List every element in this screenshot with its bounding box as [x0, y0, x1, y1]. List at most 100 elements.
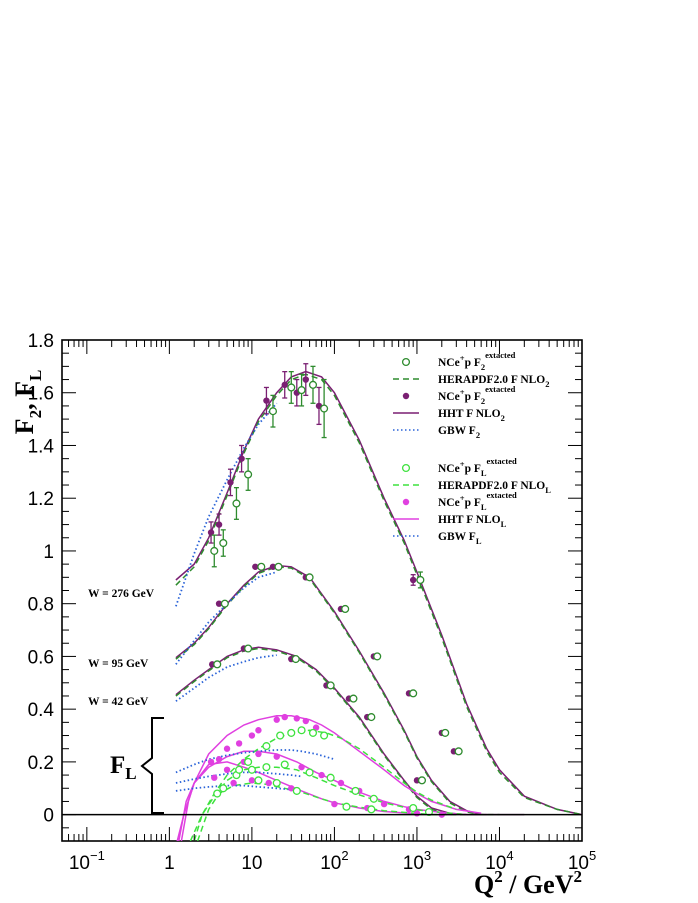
legend-text: HHT F: [438, 514, 473, 526]
data-point: [276, 731, 285, 740]
data-point: [252, 563, 259, 570]
data-point: [207, 758, 215, 766]
x-tick-label: 10−1: [69, 848, 105, 874]
data-point: [367, 805, 376, 814]
legend-marker: [402, 392, 410, 400]
data-point: [454, 747, 463, 756]
data-point: [424, 807, 434, 817]
w-label: W = 42 GeV: [88, 696, 149, 708]
legend-text: NCe: [438, 357, 460, 369]
legend-text: p F: [465, 463, 481, 475]
data-point: [219, 784, 228, 793]
data-point: [269, 563, 277, 570]
series-curve-0: [175, 370, 582, 816]
y-tick-label: 0.8: [28, 595, 54, 616]
legend-sub: 2: [481, 362, 485, 372]
x-tick-label: 10: [241, 853, 262, 874]
legend-sub: 2: [501, 413, 505, 423]
tick-exponent: 2: [341, 848, 348, 863]
data-point: [265, 779, 272, 787]
data-point: [262, 742, 271, 751]
legend-sup: +: [460, 493, 465, 503]
x-axis-title: Q2 / GeV2: [474, 867, 582, 899]
legend-sub: 2: [481, 396, 485, 406]
y-tick-label: 0.6: [28, 647, 54, 668]
data-point: [263, 397, 270, 404]
data-point: [417, 776, 427, 785]
y-tick-label: 1.6: [28, 384, 54, 405]
legend-marker: [401, 357, 411, 367]
data-point: [320, 404, 329, 413]
series-curve-6: [175, 402, 278, 607]
data-point: [211, 774, 218, 781]
tick-exponent: 5: [589, 848, 596, 863]
series-curve-12: [189, 729, 457, 841]
data-point: [409, 689, 418, 698]
data-point: [287, 728, 296, 737]
data-point: [274, 562, 283, 571]
data-point: [262, 763, 271, 772]
data-point: [302, 376, 310, 383]
legend-text: NCe: [438, 463, 460, 475]
data-point: [280, 760, 289, 769]
data-point: [409, 576, 417, 584]
legend-sup: +: [460, 459, 465, 469]
series-curve-2: [175, 646, 487, 816]
data-point: [287, 383, 296, 392]
data-point: [248, 777, 256, 784]
data-point: [215, 756, 223, 763]
data-point: [291, 655, 300, 664]
data-point: [305, 768, 314, 777]
data-point: [238, 455, 245, 462]
legend-sub: 2: [476, 430, 480, 440]
data-point: [441, 728, 450, 737]
data-point: [215, 521, 223, 528]
legend-text: p F: [465, 497, 481, 509]
data-point: [255, 727, 262, 734]
series-curve-7: [175, 571, 277, 665]
legend-sub: L: [501, 519, 507, 529]
fl-label: FL: [110, 752, 137, 783]
data-point: [235, 740, 243, 747]
legend-text: GBW F: [438, 531, 476, 543]
legend-marker: [401, 463, 411, 473]
data-point: [213, 660, 222, 669]
legend-marker: [402, 498, 410, 506]
data-point: [380, 800, 388, 808]
data-point: [308, 380, 318, 389]
data-point: [337, 779, 345, 787]
data-point: [318, 771, 325, 779]
w-labels: W = 276 GeV W = 95 GeV W = 42 GeV: [88, 588, 155, 708]
legend-sub: L: [545, 485, 551, 495]
data-point: [305, 573, 314, 582]
legend-label: NCe+p FLextacted: [438, 456, 517, 478]
data-point: [308, 728, 318, 737]
data-point: [331, 800, 338, 808]
data-point: [219, 538, 228, 548]
data-point: [223, 766, 231, 774]
data-point: [268, 407, 278, 416]
legend-sub: L: [476, 536, 482, 546]
tick-base: 10: [485, 853, 506, 874]
legend-text: HERAPDF2.0 F: [438, 480, 518, 492]
data-point: [293, 715, 300, 722]
data-point: [292, 786, 301, 795]
fl-brace: [140, 717, 164, 814]
data-point: [213, 789, 222, 798]
x-tick-label: 103: [403, 848, 431, 874]
data-point: [227, 479, 234, 486]
data-point: [320, 731, 329, 740]
w-label: W = 95 GeV: [88, 658, 149, 670]
legend-text: NLO: [517, 374, 545, 386]
data-point: [326, 773, 335, 782]
tick-base: 10: [403, 853, 424, 874]
data-point: [326, 681, 335, 690]
series-curve-16: [175, 771, 302, 784]
data-point: [298, 763, 305, 771]
legend-text: p F: [465, 357, 481, 369]
legend-text: NLO: [517, 480, 545, 492]
tick-base: 10: [69, 853, 90, 874]
data-point: [230, 779, 237, 787]
y-tick-label: 1.2: [28, 489, 54, 510]
